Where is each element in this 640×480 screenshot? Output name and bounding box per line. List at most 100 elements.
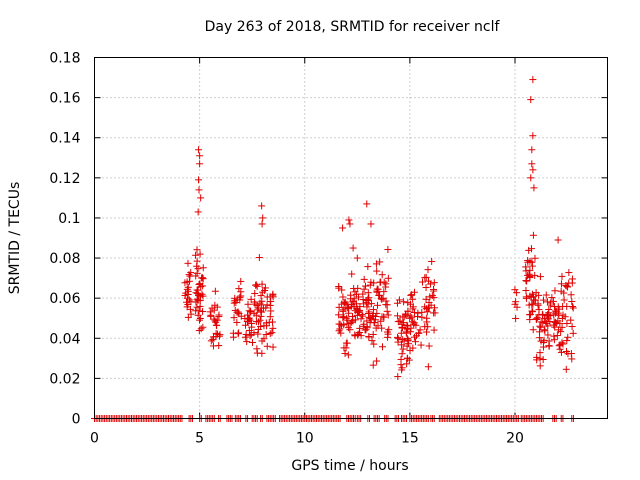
data-point (557, 348, 565, 356)
data-point (393, 333, 401, 341)
data-point (378, 295, 386, 303)
data-point (543, 298, 551, 306)
data-point (254, 330, 262, 338)
data-point (569, 329, 577, 337)
data-point (208, 304, 216, 312)
tick-labels: 0 0.02 0.04 0.06 0.08 0.1 0.12 0.14 0.16 0.18 0 5 10… (49, 51, 524, 447)
data-point (353, 311, 361, 319)
data-point (528, 262, 536, 270)
data-point (545, 309, 553, 317)
data-point (537, 323, 545, 331)
y-tick-label: 0 (72, 412, 81, 428)
x-tick-label: 0 (90, 431, 99, 447)
data-point (187, 269, 195, 277)
y-tick-label: 0.18 (49, 51, 80, 67)
data-point (398, 323, 406, 331)
data-point (339, 307, 347, 315)
data-point (415, 329, 423, 337)
data-point (418, 308, 426, 316)
data-point (383, 307, 391, 315)
data-point (184, 301, 192, 309)
data-point (532, 289, 540, 297)
data-point (366, 281, 374, 289)
data-point (354, 330, 362, 338)
data-point (404, 307, 412, 315)
y-tick-label: 0.02 (49, 371, 80, 387)
data-point (535, 328, 543, 336)
data-point (398, 350, 406, 358)
data-point (266, 330, 274, 338)
data-point (522, 277, 530, 285)
data-point (253, 345, 261, 353)
data-point (423, 314, 431, 322)
y-tick-label: 0.12 (49, 171, 80, 187)
data-point (408, 291, 416, 299)
data-point (365, 332, 373, 340)
data-point (358, 310, 366, 318)
data-point (536, 273, 544, 281)
data-point (196, 152, 204, 160)
data-point (406, 312, 414, 320)
data-point (564, 283, 572, 291)
data-point (365, 313, 373, 321)
data-point (237, 277, 245, 285)
data-point (522, 286, 530, 294)
data-point (233, 318, 241, 326)
data-point (530, 296, 538, 304)
data-point (345, 309, 353, 317)
data-point (232, 299, 240, 307)
data-point (531, 271, 539, 279)
data-point (260, 335, 268, 343)
y-tick-label: 0.08 (49, 251, 80, 267)
data-point (564, 333, 572, 341)
data-point (378, 271, 386, 279)
data-point (367, 220, 375, 228)
data-point (246, 332, 254, 340)
data-point (251, 300, 259, 308)
data-point (539, 356, 547, 364)
data-point (430, 287, 438, 295)
data-point (338, 286, 346, 294)
data-point (199, 264, 207, 272)
data-point (196, 280, 204, 288)
data-point (373, 309, 381, 317)
data-point (536, 334, 544, 342)
data-point (525, 246, 533, 254)
data-point (349, 244, 357, 252)
data-point (364, 295, 372, 303)
data-point (562, 282, 570, 290)
data-point (193, 246, 201, 254)
data-point (253, 349, 261, 357)
data-point (512, 314, 520, 322)
data-point (528, 160, 536, 168)
data-point (365, 309, 373, 317)
data-point (195, 327, 203, 335)
data-point (422, 295, 430, 303)
data-point (540, 296, 548, 304)
data-point (341, 300, 349, 308)
data-point (536, 349, 544, 357)
data-point (526, 310, 534, 318)
data-point (257, 292, 265, 300)
data-point (553, 332, 561, 340)
data-point (237, 292, 245, 300)
data-point (377, 278, 385, 286)
data-point (410, 309, 418, 317)
data-point (416, 326, 424, 334)
data-point (245, 315, 253, 323)
data-point (255, 254, 263, 262)
data-point (193, 257, 201, 265)
data-point (212, 329, 220, 337)
data-point (382, 297, 390, 305)
data-point (557, 328, 565, 336)
data-point (192, 272, 200, 280)
data-point (403, 321, 411, 329)
data-point (368, 337, 376, 345)
data-point (211, 287, 219, 295)
data-point (353, 254, 361, 262)
data-point (254, 306, 262, 314)
data-point (407, 291, 415, 299)
data-point (423, 308, 431, 316)
x-tick-label: 10 (296, 431, 314, 447)
